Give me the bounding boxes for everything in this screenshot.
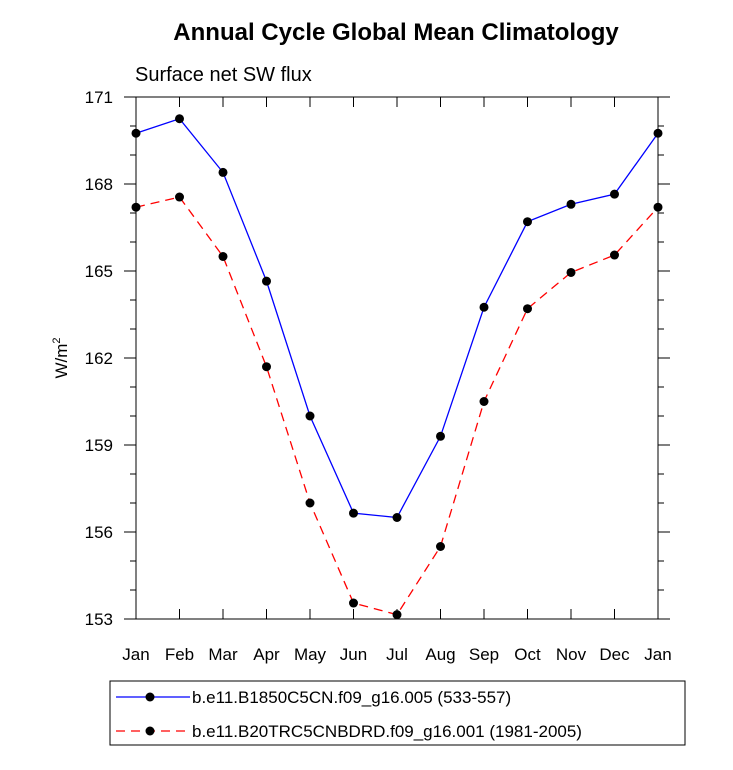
legend-label: b.e11.B20TRC5CNBDRD.f09_g16.001 (1981-20… — [192, 722, 582, 741]
legend-marker — [145, 726, 155, 736]
legend-box — [109, 680, 686, 746]
y-tick-labels: 153 156 159 162 165 168 171 — [85, 88, 113, 629]
data-point — [262, 276, 271, 286]
data-point — [610, 189, 619, 199]
y-tick-label: 156 — [85, 523, 113, 542]
y-axis-label: W/m2 — [51, 337, 71, 378]
data-point — [523, 304, 532, 314]
data-point — [392, 610, 402, 620]
svg-text:W/m2: W/m2 — [51, 337, 71, 378]
data-point — [305, 411, 315, 421]
x-tick-label: Jan — [644, 645, 671, 664]
x-tick-label: Jan — [122, 645, 149, 664]
data-point — [305, 498, 315, 508]
data-point — [436, 431, 445, 441]
data-point — [175, 192, 184, 202]
legend-item-2: b.e11.B20TRC5CNBDRD.f09_g16.001 (1981-20… — [116, 722, 582, 741]
data-point — [653, 202, 663, 212]
data-point — [610, 250, 619, 260]
legend-label: b.e11.B1850C5CN.f09_g16.005 (533-557) — [192, 688, 511, 707]
data-point — [131, 202, 141, 212]
data-point — [262, 362, 271, 372]
data-point — [131, 128, 141, 138]
y-tick-label: 153 — [85, 610, 113, 629]
chart-subtitle: Surface net SW flux — [135, 64, 312, 86]
x-tick-label: Sep — [469, 645, 499, 664]
x-tick-label: Oct — [514, 645, 541, 664]
legend-item-1: b.e11.B1850C5CN.f09_g16.005 (533-557) — [116, 688, 511, 707]
legend-marker — [145, 692, 155, 702]
data-point — [218, 252, 228, 261]
y-tick-label: 168 — [85, 175, 113, 194]
x-tick-label: May — [294, 645, 327, 664]
x-tick-label: Feb — [165, 645, 194, 664]
y-axis-label-base: W/m — [52, 344, 71, 379]
data-point — [392, 513, 402, 522]
data-point — [566, 267, 576, 277]
legend: b.e11.B1850C5CN.f09_g16.005 (533-557) b.e… — [116, 688, 582, 741]
data-point — [349, 598, 358, 608]
plot-area-frame — [135, 96, 659, 620]
data-point — [653, 128, 663, 138]
data-point — [566, 199, 576, 209]
data-point — [479, 397, 489, 406]
x-tick-label: Jun — [340, 645, 367, 664]
data-point — [523, 217, 532, 227]
series-line — [135, 117, 659, 519]
x-tick-label: Nov — [556, 645, 587, 664]
chart-title: Annual Cycle Global Mean Climatology — [173, 19, 619, 46]
x-tick-label: Apr — [253, 645, 280, 664]
y-tick-label: 159 — [85, 436, 113, 455]
x-tick-labels: Jan Feb Mar Apr May Jun Jul Aug Sep Oct Nov Dec Jan — [122, 645, 671, 664]
data-point — [479, 302, 489, 312]
y-tick-label: 162 — [85, 349, 113, 368]
series-1 — [131, 114, 663, 522]
y-axis-label-superscript: 2 — [51, 337, 63, 343]
x-tick-label: Mar — [208, 645, 238, 664]
series-2 — [131, 192, 663, 620]
axis-ticks — [124, 96, 670, 620]
y-tick-label: 171 — [85, 88, 113, 107]
data-point — [218, 167, 228, 177]
series-line — [135, 196, 659, 616]
data-point — [175, 114, 184, 124]
x-tick-label: Jul — [386, 645, 408, 664]
x-tick-label: Aug — [425, 645, 455, 664]
x-tick-label: Dec — [599, 645, 630, 664]
data-point — [349, 508, 358, 518]
data-point — [436, 542, 445, 551]
y-tick-label: 165 — [85, 262, 113, 281]
series-layer — [131, 114, 663, 620]
